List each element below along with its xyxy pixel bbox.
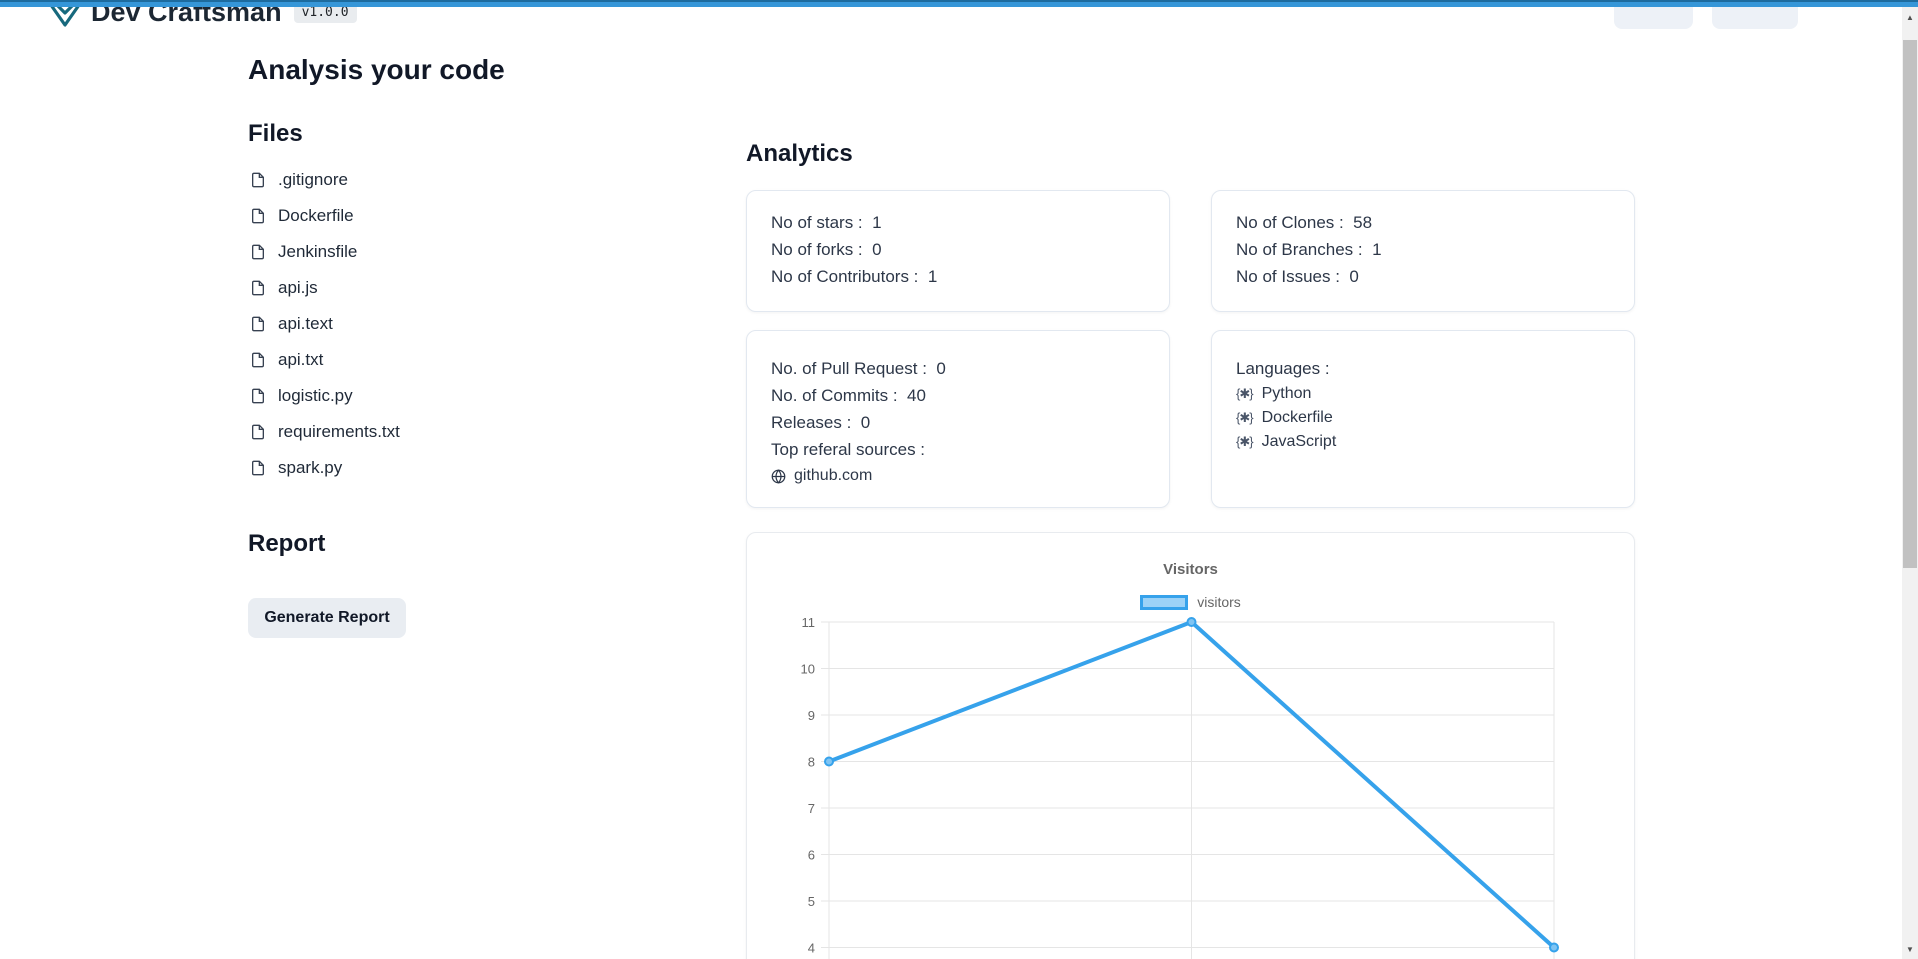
file-icon — [252, 172, 264, 188]
legend-label: visitors — [1197, 594, 1241, 610]
file-list-item[interactable]: api.js — [250, 270, 400, 306]
chart-title: Visitors — [1163, 561, 1218, 578]
stats-card-commits: No. of Pull Request : 0 No. of Commits :… — [746, 330, 1170, 508]
file-list-item[interactable]: requirements.txt — [250, 414, 400, 450]
file-icon — [252, 352, 264, 368]
languages-heading: Languages : — [1236, 359, 1330, 378]
stat-releases: Releases : 0 — [771, 413, 871, 432]
header-button-1[interactable] — [1614, 7, 1693, 29]
stat-pull-requests: No. of Pull Request : 0 — [771, 359, 946, 378]
file-name: spark.py — [278, 458, 343, 477]
scrollbar-thumb[interactable] — [1903, 40, 1917, 568]
stat-stars: No of stars : 1 — [771, 213, 882, 232]
file-list-item[interactable]: Dockerfile — [250, 198, 400, 234]
languages-card: Languages : {✱} Python {✱} Dockerfile {✱… — [1211, 330, 1635, 508]
analytics-heading: Analytics — [746, 140, 853, 167]
file-name: requirements.txt — [278, 422, 400, 441]
stat-forks: No of forks : 0 — [771, 240, 882, 259]
svg-text:8: 8 — [808, 755, 815, 770]
language-name: JavaScript — [1261, 433, 1337, 450]
visitors-line-chart: 11 10 9 8 7 6 5 4 — [801, 615, 1559, 959]
chart-legend-item[interactable]: visitors — [747, 594, 1634, 610]
header-button-2[interactable] — [1712, 7, 1798, 29]
file-name: api.text — [278, 314, 333, 333]
stat-branches: No of Branches : 1 — [1236, 240, 1382, 259]
file-icon — [252, 316, 264, 332]
stat-commits: No. of Commits : 40 — [771, 386, 926, 405]
version-badge: v1.0.0 — [293, 7, 357, 23]
file-icon — [252, 424, 264, 440]
language-name: Dockerfile — [1261, 409, 1333, 426]
stat-clones: No of Clones : 58 — [1236, 213, 1373, 232]
language-item: {✱} JavaScript — [1236, 430, 1610, 454]
report-heading: Report — [248, 530, 326, 557]
code-braces-icon: {✱} — [1236, 410, 1254, 425]
file-list-item[interactable]: Jenkinsfile — [250, 234, 400, 270]
stat-referral-label: Top referal sources : — [771, 440, 926, 459]
stats-card-repo: No of stars : 1 No of forks : 0 No of Co… — [746, 190, 1170, 312]
visitors-chart-card: Visitors visitors 11 10 9 8 7 6 5 4 — [746, 532, 1635, 959]
svg-text:10: 10 — [801, 662, 815, 677]
generate-report-button[interactable]: Generate Report — [248, 598, 406, 638]
referral-source-link[interactable]: github.com — [794, 467, 873, 484]
files-heading: Files — [248, 120, 303, 147]
app-logo-icon — [50, 7, 80, 27]
scrollbar-up-arrow-icon[interactable]: ▲ — [1906, 12, 1914, 22]
file-list: .gitignore Dockerfile Jenkinsfile api.js… — [250, 162, 400, 486]
page-title: Analysis your code — [248, 54, 505, 85]
language-name: Python — [1261, 385, 1312, 402]
file-list-item[interactable]: api.text — [250, 306, 400, 342]
file-name: .gitignore — [278, 170, 348, 189]
svg-text:7: 7 — [808, 801, 815, 816]
file-list-item[interactable]: logistic.py — [250, 378, 400, 414]
svg-text:9: 9 — [808, 708, 815, 723]
file-icon — [252, 460, 264, 476]
file-name: Jenkinsfile — [278, 242, 358, 261]
file-list-item[interactable]: .gitignore — [250, 162, 400, 198]
file-icon — [252, 244, 264, 260]
file-name: api.js — [278, 278, 318, 297]
file-list-item[interactable]: spark.py — [250, 450, 400, 486]
file-name: logistic.py — [278, 386, 353, 405]
stat-contributors: No of Contributors : 1 — [771, 267, 938, 286]
stat-issues: No of Issues : 0 — [1236, 267, 1359, 286]
svg-text:11: 11 — [802, 615, 816, 630]
file-icon — [252, 388, 264, 404]
svg-text:5: 5 — [808, 894, 815, 909]
app-header: Dev Craftsman v1.0.0 — [0, 7, 1902, 29]
file-list-item[interactable]: api.txt — [250, 342, 400, 378]
svg-text:6: 6 — [808, 848, 815, 863]
file-name: Dockerfile — [278, 206, 354, 225]
vertical-scrollbar[interactable]: ▲ ▼ — [1902, 7, 1918, 959]
stats-card-activity: No of Clones : 58 No of Branches : 1 No … — [1211, 190, 1635, 312]
globe-icon — [771, 468, 786, 484]
language-item: {✱} Python — [1236, 382, 1610, 406]
file-icon — [252, 280, 264, 296]
file-name: api.txt — [278, 350, 324, 369]
code-braces-icon: {✱} — [1236, 386, 1254, 401]
code-braces-icon: {✱} — [1236, 434, 1254, 449]
file-icon — [252, 208, 264, 224]
app-title: Dev Craftsman — [91, 7, 282, 27]
svg-text:4: 4 — [808, 941, 815, 956]
top-accent-bar — [0, 0, 1918, 7]
referral-source-row[interactable]: github.com — [771, 467, 1145, 485]
language-item: {✱} Dockerfile — [1236, 406, 1610, 430]
scrollbar-down-arrow-icon[interactable]: ▼ — [1906, 944, 1914, 954]
legend-swatch — [1140, 594, 1189, 610]
